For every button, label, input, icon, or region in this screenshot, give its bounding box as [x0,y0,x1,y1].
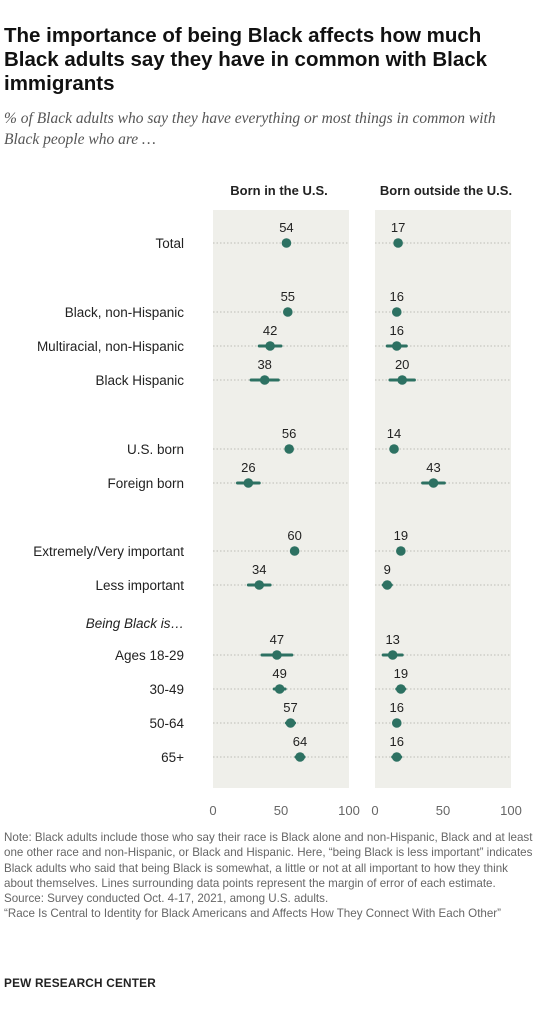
data-point [272,650,282,660]
row-label: Foreign born [107,476,184,491]
data-label: 64 [293,734,307,749]
row-label: 30-49 [149,682,184,697]
data-point [389,444,399,454]
x-tick-label: 100 [338,803,360,818]
data-point [283,307,293,317]
data-point [289,546,300,556]
data-label: 26 [241,460,255,475]
data-point [382,580,393,590]
report-title: “Race Is Central to Identity for Black A… [4,907,502,921]
row-label: Less important [95,578,184,593]
chart-notes: Note: Black adults include those who say… [4,830,540,922]
row-label: Multiracial, non-Hispanic [37,339,184,354]
row-label: 65+ [161,750,184,765]
data-point [391,718,402,728]
row-label: Extremely/Very important [33,544,184,559]
row-label: Ages 18-29 [115,648,184,663]
data-point [428,478,439,488]
data-label: 19 [394,666,408,681]
brand-logo-text: PEW RESEARCH CENTER [4,976,156,990]
x-tick-label: 0 [371,803,378,818]
data-point [243,478,254,488]
data-label: 17 [391,220,405,235]
data-label: 9 [384,562,391,577]
data-label: 34 [252,562,266,577]
x-tick-label: 0 [209,803,216,818]
data-point [295,752,305,762]
x-tick-label: 50 [436,803,450,818]
row-label: U.S. born [127,442,184,457]
data-label: 16 [390,734,404,749]
x-tick-label: 50 [274,803,288,818]
data-label: 43 [426,460,440,475]
data-label: 56 [282,426,296,441]
chart-subtitle: % of Black adults who say they have ever… [4,110,496,148]
data-point [285,718,296,728]
section-label: Being Black is… [86,616,184,631]
data-label: 16 [390,289,404,304]
data-label: 19 [394,528,408,543]
data-point [281,238,292,248]
data-label: 14 [387,426,401,441]
data-label: 20 [395,357,409,372]
row-label: Black, non-Hispanic [65,305,185,320]
data-point [265,341,275,351]
data-label: 60 [287,528,301,543]
data-point [259,375,270,385]
data-point [393,238,403,248]
data-point [391,307,402,317]
data-label: 47 [270,632,284,647]
data-label: 13 [385,632,399,647]
data-label: 38 [257,357,271,372]
x-tick-label: 100 [500,803,522,818]
chart-title: The importance of being Black affects ho… [4,24,488,95]
data-label: 57 [283,700,297,715]
panel-header: Born outside the U.S. [380,183,512,198]
dot-plot-chart: Born in the U.S. 0 50 100 Born outside the U… [33,183,522,818]
data-point [284,444,294,454]
row-label: 50-64 [149,716,184,731]
data-label: 49 [272,666,286,681]
data-label: 16 [390,323,404,338]
data-point [397,375,408,385]
data-point [387,650,398,660]
data-point [274,684,285,694]
panel-header: Born in the U.S. [230,183,328,198]
data-label: 16 [390,700,404,715]
note-text: Note: Black adults include those who say… [4,831,533,890]
data-point [391,752,402,762]
row-label: Total [155,236,184,251]
row-label: Black Hispanic [95,373,184,388]
data-point [391,341,402,351]
data-point [396,684,406,694]
data-label: 54 [279,220,293,235]
data-label: 42 [263,323,277,338]
data-label: 55 [281,289,295,304]
data-point [254,580,265,590]
data-point [396,546,406,556]
source-text: Source: Survey conducted Oct. 4-17, 2021… [4,892,329,906]
